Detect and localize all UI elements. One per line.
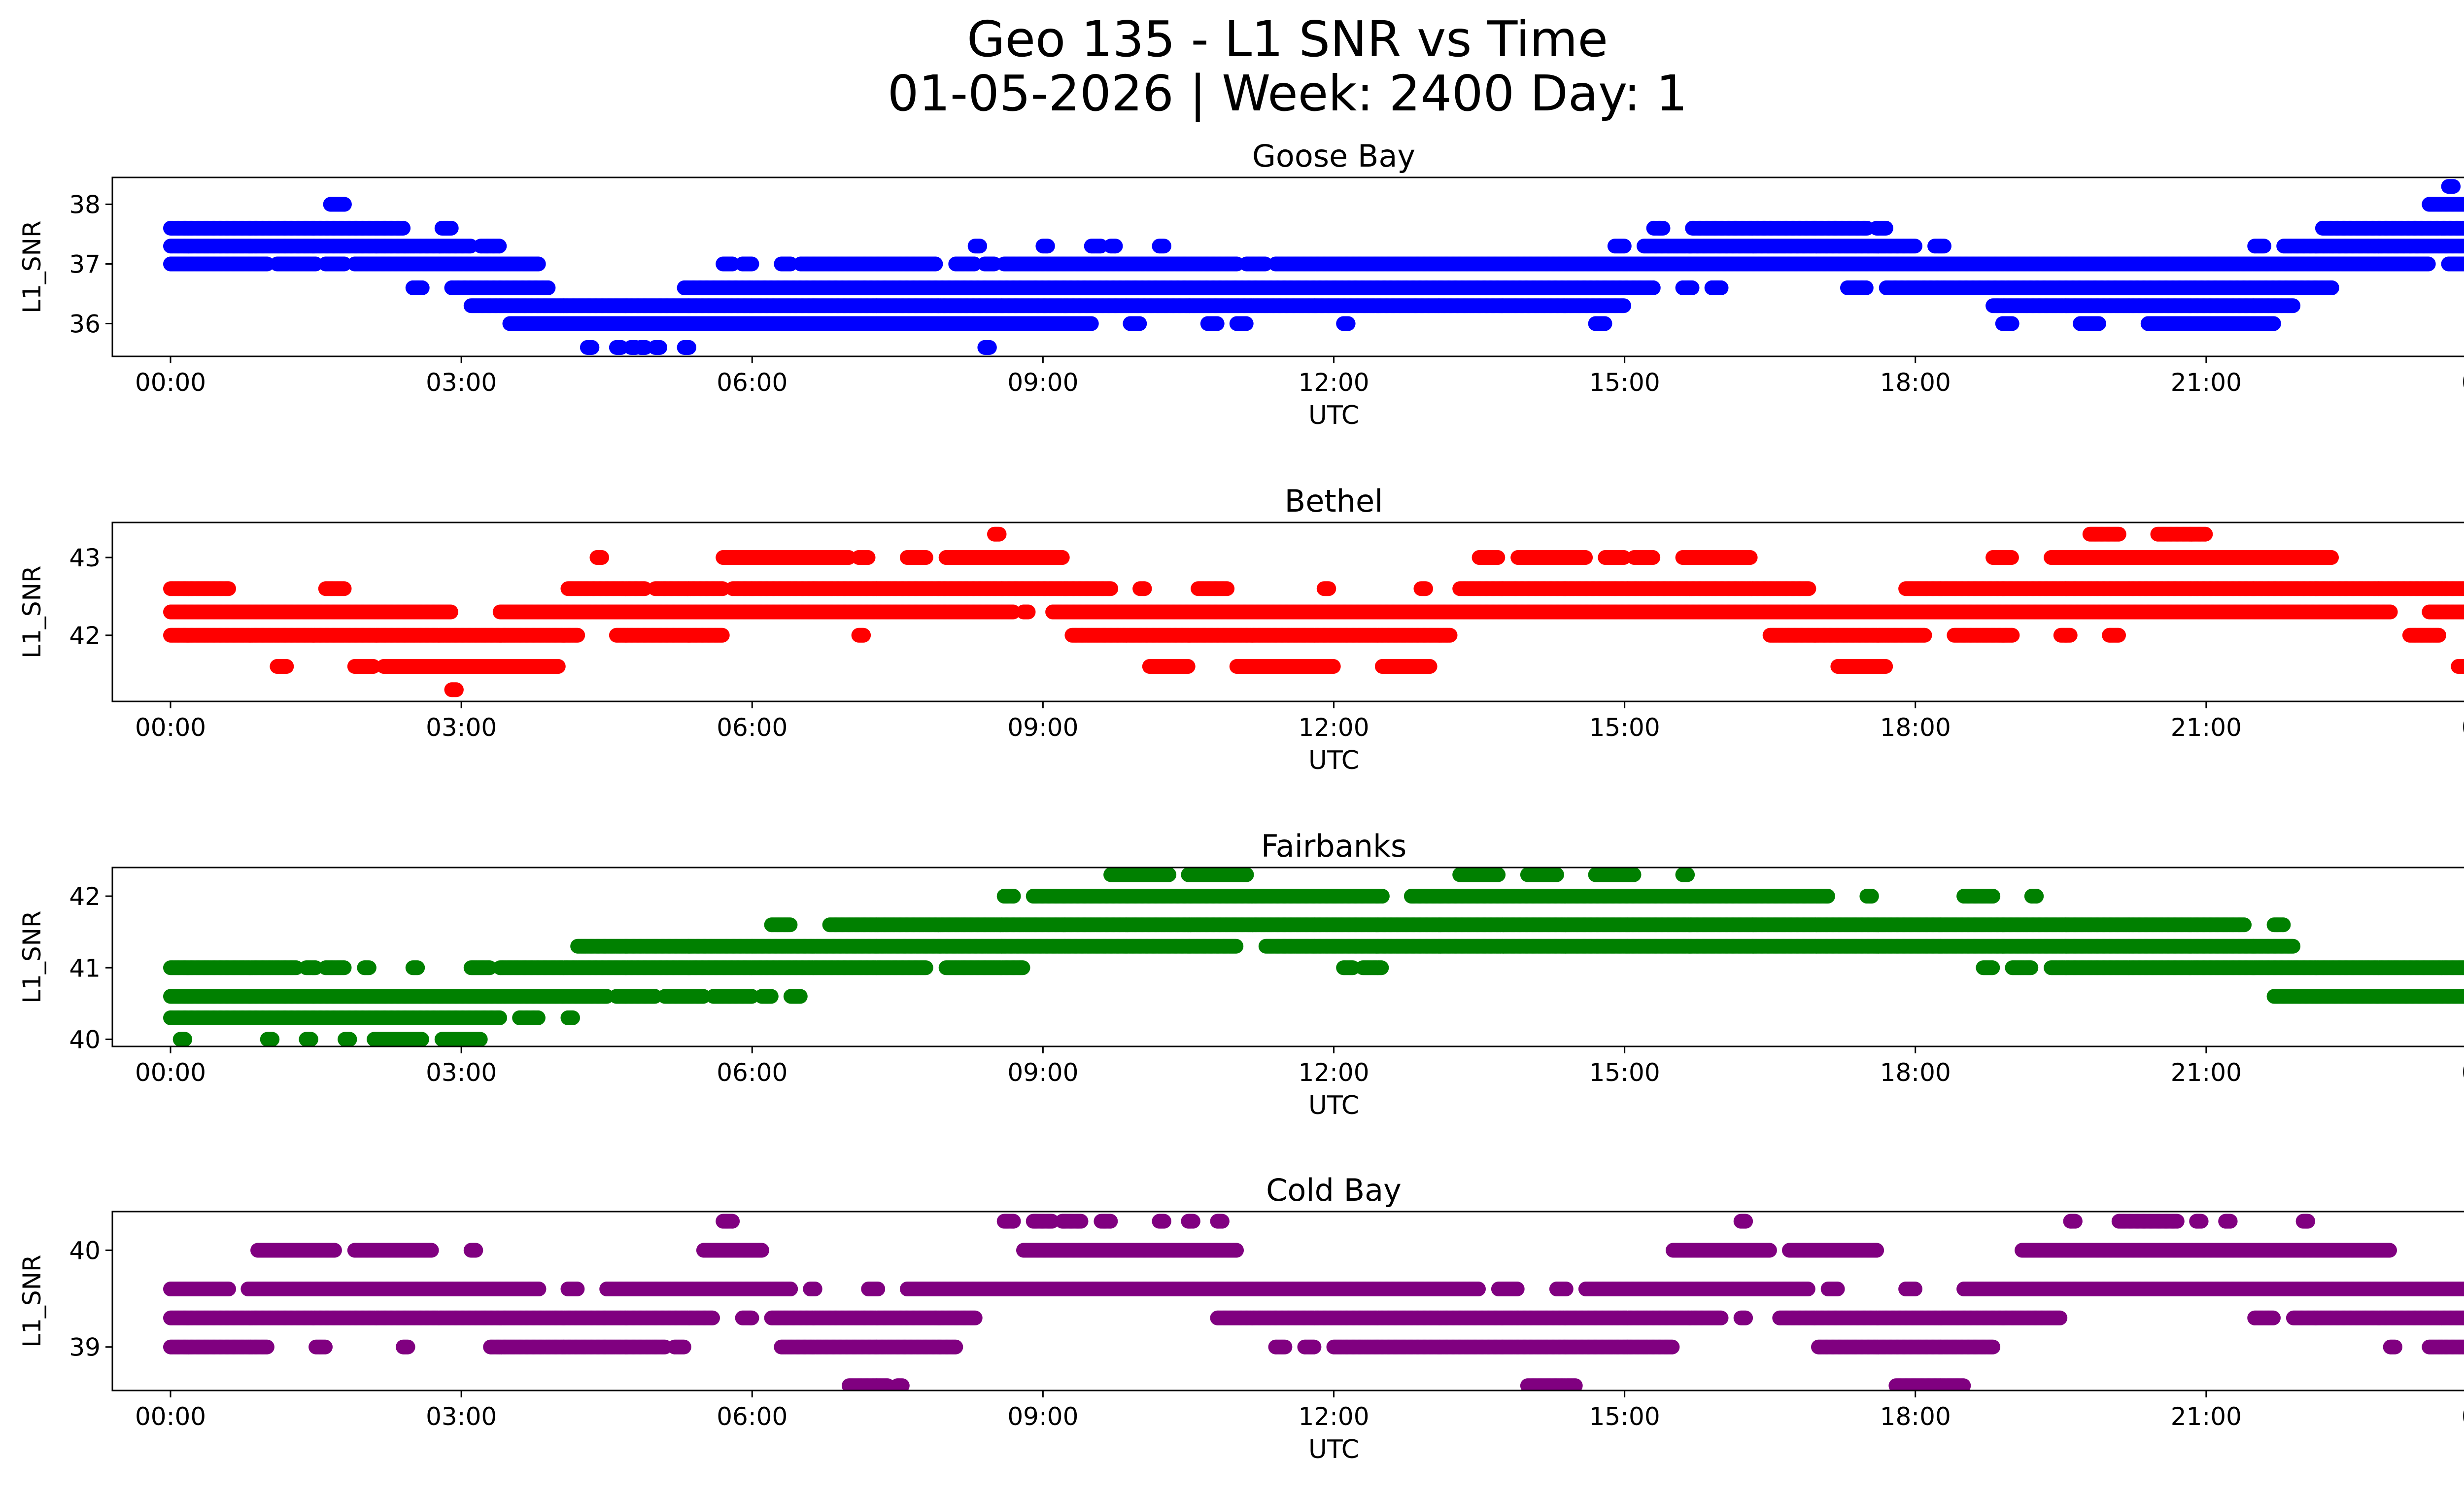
- panel-goose-bay-point: [1616, 298, 1631, 313]
- panel-goose-bay-point: [308, 256, 323, 272]
- panel-goose-bay-point: [652, 340, 667, 355]
- panel-goose-bay-point: [1340, 316, 1356, 331]
- panel-goose-bay-title: Goose Bay: [1252, 138, 1415, 174]
- panel-goose-bay-point: [2266, 316, 2281, 331]
- panel-goose-bay-point: [584, 340, 600, 355]
- panel-goose-bay-point: [1597, 316, 1612, 331]
- panel-goose-bay-point: [928, 256, 943, 272]
- panel-goose-bay-point: [987, 256, 1002, 272]
- panel-goose-bay-point: [1209, 316, 1225, 331]
- panel-goose-bay-point: [2004, 316, 2019, 331]
- panel-goose-bay-point: [2324, 280, 2339, 295]
- panel-goose-bay-point: [682, 340, 696, 355]
- panel-goose-bay-point: [1858, 280, 1874, 295]
- panel-goose-bay-point: [1258, 256, 1273, 272]
- panel-goose-bay-point: [967, 256, 982, 272]
- panel-goose-bay-point: [1713, 280, 1729, 295]
- panel-goose-bay-point: [1084, 316, 1099, 331]
- panel-goose-bay-point: [541, 280, 556, 295]
- panel-goose-bay-point: [744, 256, 759, 272]
- panel-goose-bay-point: [2091, 316, 2106, 331]
- panel-goose-bay-point: [725, 256, 740, 272]
- panel-goose-bay-point: [982, 340, 997, 355]
- panel-goose-bay-point: [1238, 316, 1254, 331]
- panel-goose-bay-point: [337, 256, 352, 272]
- panel-goose-bay-point: [2421, 256, 2436, 272]
- figure-title-line-2: 01-05-2026 | Week: 2400 Day: 1: [0, 69, 2464, 118]
- panel-goose-bay-point: [259, 256, 274, 272]
- panel-goose-bay-point: [414, 280, 430, 295]
- panel-goose-bay-point: [1132, 316, 1147, 331]
- panel-goose-bay-points: [163, 179, 2464, 355]
- panel-goose-bay-point: [1684, 280, 1700, 295]
- figure-title-line-1: Geo 135 - L1 SNR vs Time: [0, 15, 2464, 64]
- panel-goose-bay-point: [1645, 280, 1661, 295]
- panel-goose-bay-point: [2286, 298, 2301, 313]
- panel-goose-bay-point: [531, 256, 546, 272]
